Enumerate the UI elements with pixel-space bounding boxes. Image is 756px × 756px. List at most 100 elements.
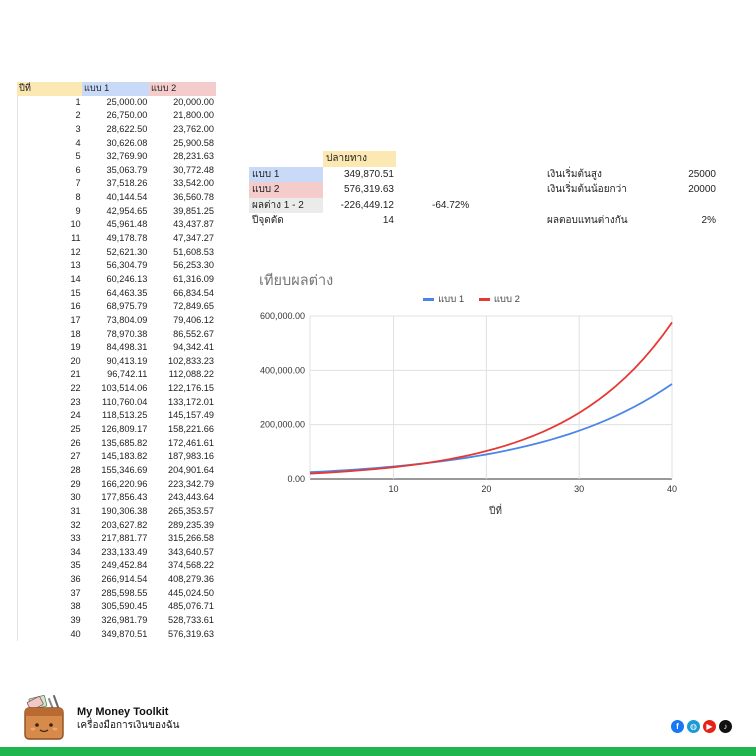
plan-2-cell[interactable]: 51,608.53 — [173, 246, 214, 257]
year-cell[interactable]: 27 — [70, 451, 81, 462]
tiktok-icon[interactable]: ♪ — [719, 720, 732, 733]
year-cell[interactable]: 20 — [70, 355, 81, 366]
year-cell[interactable]: 11 — [71, 233, 81, 244]
high-start-label[interactable]: เงินเริ่มต้นสูง — [547, 168, 602, 180]
plan-1-cell[interactable]: 349,870.51 — [101, 628, 148, 639]
plan-2-cell[interactable]: 94,342.41 — [173, 342, 214, 353]
header-year[interactable]: ปีที่ — [17, 82, 82, 96]
year-cell[interactable]: 4 — [75, 137, 81, 148]
plan-1-cell[interactable]: 155,346.69 — [101, 464, 148, 475]
plan-1-cell[interactable]: 26,750.00 — [106, 110, 148, 121]
plan-1-cell[interactable]: 52,621.30 — [106, 246, 148, 257]
plan-1-cell[interactable]: 28,622.50 — [106, 123, 148, 134]
plan-2-cell[interactable]: 28,231.63 — [173, 151, 214, 162]
plan-1-cell[interactable]: 166,220.96 — [101, 478, 148, 489]
plan-1-cell[interactable]: 37,518.26 — [106, 178, 148, 189]
plan-1-cell[interactable]: 45,961.48 — [106, 219, 148, 230]
plan-1-cell[interactable]: 266,914.54 — [101, 574, 148, 585]
year-cell[interactable]: 29 — [70, 478, 81, 489]
year-cell[interactable]: 13 — [70, 260, 81, 271]
plan-2-cell[interactable]: 133,172.01 — [168, 396, 214, 407]
year-cell[interactable]: 30 — [70, 492, 81, 503]
legend-item-plan-1[interactable]: แบบ 1 — [423, 292, 464, 307]
header-plan-2[interactable]: แบบ 2 — [149, 82, 216, 96]
low-start-value[interactable]: 20000 — [688, 184, 716, 195]
plan-1-cell[interactable]: 249,452.84 — [101, 560, 148, 571]
plan-2-cell[interactable]: 43,437.87 — [173, 219, 214, 230]
plan-1-cell[interactable]: 90,413.19 — [106, 355, 148, 366]
year-cell[interactable]: 6 — [75, 164, 81, 175]
plan-1-cell[interactable]: 103,514.06 — [101, 383, 148, 394]
year-cell[interactable]: 26 — [70, 437, 81, 448]
year-cell[interactable]: 19 — [70, 342, 81, 353]
year-cell[interactable]: 15 — [70, 287, 81, 298]
plan-2-cell[interactable]: 25,900.58 — [173, 137, 214, 148]
year-cell[interactable]: 16 — [70, 301, 81, 312]
low-start-label[interactable]: เงินเริ่มต้นน้อยกว่า — [547, 184, 627, 195]
plan-1-cell[interactable]: 177,856.43 — [101, 492, 148, 503]
plan-1-cell[interactable]: 84,498.31 — [106, 342, 148, 353]
year-cell[interactable]: 1 — [75, 96, 81, 107]
year-cell[interactable]: 24 — [70, 410, 81, 421]
crossover-year-value[interactable]: 14 — [382, 215, 394, 226]
plan-2-cell[interactable]: 102,833.23 — [168, 355, 214, 366]
crossover-year-label[interactable]: ปีจุดตัด — [252, 215, 284, 226]
year-cell[interactable]: 35 — [70, 560, 81, 571]
summary-header[interactable]: ปลายทาง — [323, 151, 396, 167]
plan-2-cell[interactable]: 21,800.00 — [173, 110, 214, 121]
year-cell[interactable]: 39 — [70, 614, 81, 625]
difference-value[interactable]: -226,449.12 — [340, 199, 394, 211]
year-cell[interactable]: 31 — [70, 505, 81, 516]
plan-2-cell[interactable]: 23,762.00 — [173, 123, 214, 134]
year-cell[interactable]: 38 — [70, 601, 81, 612]
plan-2-cell[interactable]: 223,342.79 — [168, 478, 214, 489]
plan-2-cell[interactable]: 39,851.25 — [173, 205, 214, 216]
plan-2-cell[interactable]: 47,347.27 — [173, 233, 214, 244]
plan-1-cell[interactable]: 73,804.09 — [106, 314, 148, 325]
plan-1-cell[interactable]: 118,513.25 — [102, 410, 148, 421]
facebook-icon[interactable]: f — [671, 720, 684, 733]
plan-2-cell[interactable]: 66,834.54 — [173, 287, 214, 298]
plan-1-cell[interactable]: 49,178.78 — [106, 233, 148, 244]
plan-2-cell[interactable]: 265,353.57 — [168, 505, 214, 516]
plan-1-cell[interactable]: 25,000.00 — [106, 96, 148, 107]
plan-2-cell[interactable]: 485,076.71 — [168, 601, 214, 612]
high-start-value[interactable]: 25000 — [688, 168, 716, 180]
plan-2-cell[interactable]: 56,253.30 — [173, 260, 214, 271]
difference-label[interactable]: ผลต่าง 1 - 2 — [249, 197, 323, 213]
plan-1-cell[interactable]: 305,590.45 — [101, 601, 148, 612]
website-icon[interactable]: ◍ — [687, 720, 700, 733]
plan-1-cell[interactable]: 68,975.79 — [106, 301, 148, 312]
plan-2-cell[interactable]: 374,568.22 — [168, 560, 214, 571]
plan-1-cell[interactable]: 190,306.38 — [101, 505, 148, 516]
plan-2-cell[interactable]: 33,542.00 — [173, 178, 214, 189]
plan-1-cell[interactable]: 35,063.79 — [106, 164, 148, 175]
plan-2-cell[interactable]: 172,461.61 — [168, 437, 214, 448]
year-cell[interactable]: 14 — [70, 273, 81, 284]
year-cell[interactable]: 5 — [75, 151, 81, 162]
plan-1-cell[interactable]: 40,144.54 — [106, 192, 148, 203]
plan-1-cell[interactable]: 60,246.13 — [106, 273, 148, 284]
plan-2-final-value[interactable]: 576,319.63 — [343, 184, 394, 195]
plan-1-cell[interactable]: 126,809.17 — [101, 424, 148, 435]
plan-1-cell[interactable]: 56,304.79 — [106, 260, 148, 271]
plan-2-cell[interactable]: 315,266.58 — [168, 533, 214, 544]
plan-2-cell[interactable]: 158,221.66 — [168, 424, 214, 435]
legend-item-plan-2[interactable]: แบบ 2 — [478, 292, 520, 307]
plan-2-cell[interactable]: 86,552.67 — [173, 328, 214, 339]
year-cell[interactable]: 33 — [70, 533, 81, 544]
plan-2-cell[interactable]: 72,849.65 — [173, 301, 214, 312]
plan-1-cell[interactable]: 233,133.49 — [101, 546, 148, 557]
plan-2-label[interactable]: แบบ 2 — [249, 182, 323, 198]
plan-2-cell[interactable]: 528,733.61 — [168, 614, 214, 625]
plan-2-cell[interactable]: 36,560.78 — [173, 192, 214, 203]
return-difference-label[interactable]: ผลตอบแทนต่างกัน — [547, 215, 628, 226]
plan-1-cell[interactable]: 30,626.08 — [106, 137, 148, 148]
year-cell[interactable]: 9 — [75, 205, 81, 216]
year-cell[interactable]: 8 — [75, 192, 81, 203]
year-cell[interactable]: 40 — [70, 628, 81, 639]
plan-1-cell[interactable]: 326,981.79 — [101, 614, 148, 625]
plan-2-cell[interactable]: 204,901.64 — [168, 464, 214, 475]
year-cell[interactable]: 2 — [75, 110, 81, 121]
plan-1-label[interactable]: แบบ 1 — [249, 166, 323, 182]
